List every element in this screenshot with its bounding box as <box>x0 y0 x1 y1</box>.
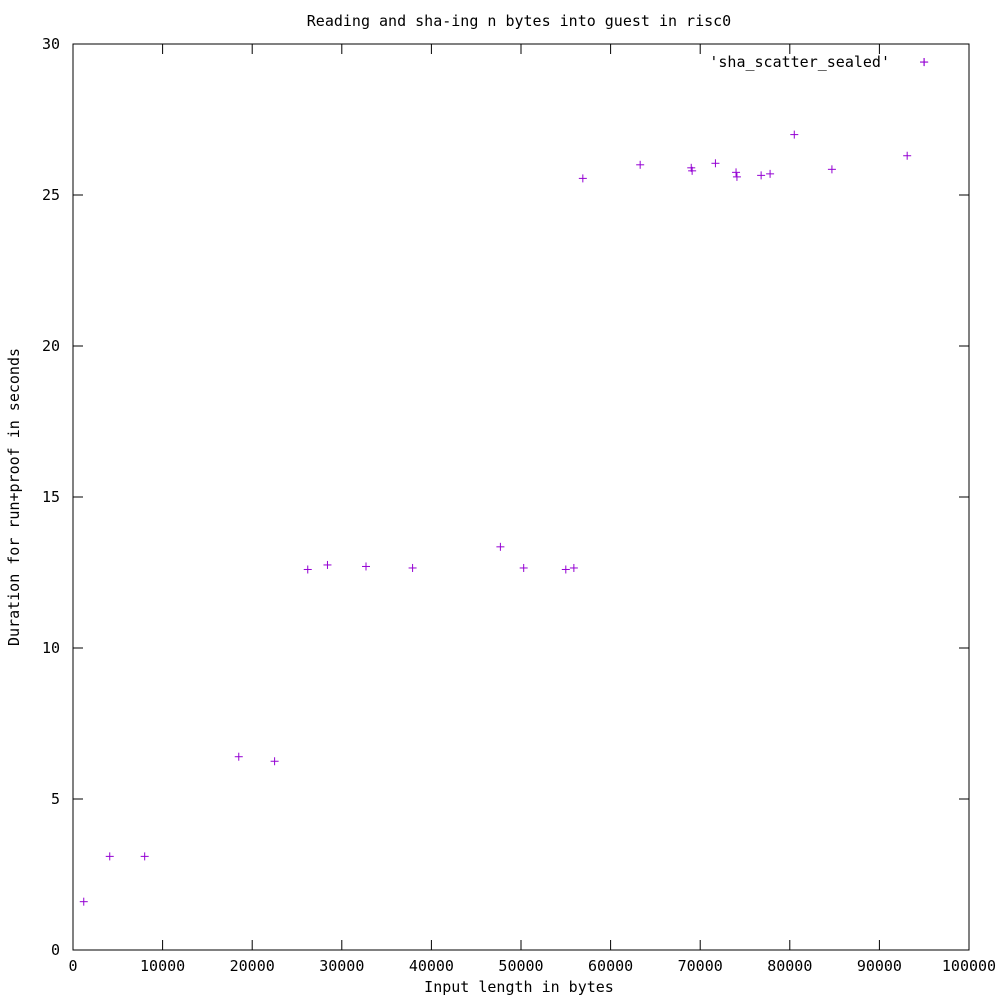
data-point <box>105 852 114 861</box>
data-point <box>79 897 88 906</box>
plot-frame <box>72 43 970 951</box>
y-tick-label: 20 <box>42 337 60 355</box>
x-tick-label: 60000 <box>588 957 633 975</box>
y-tick-label: 10 <box>42 639 60 657</box>
data-point <box>920 58 929 67</box>
y-tick-label: 25 <box>42 186 60 204</box>
x-tick-label: 90000 <box>857 957 902 975</box>
data-point <box>234 752 243 761</box>
x-axis-label: Input length in bytes <box>424 978 614 996</box>
x-tick-label: 80000 <box>767 957 812 975</box>
data-point <box>519 563 528 572</box>
data-point <box>569 563 578 572</box>
data-point <box>303 565 312 574</box>
data-point <box>496 542 505 551</box>
y-axis-label: Duration for run+proof in seconds <box>5 348 23 646</box>
legend: 'sha_scatter_sealed' <box>709 53 928 71</box>
data-point <box>636 160 645 169</box>
y-tick-label: 30 <box>42 35 60 53</box>
data-point <box>903 151 912 160</box>
data-point <box>711 159 720 168</box>
data-point <box>827 165 836 174</box>
x-tick-label: 30000 <box>319 957 364 975</box>
data-point <box>766 169 775 178</box>
legend-series-label: 'sha_scatter_sealed' <box>709 53 890 71</box>
data-point <box>757 171 766 180</box>
x-tick-label: 0 <box>68 957 77 975</box>
x-tick-label: 70000 <box>678 957 723 975</box>
data-point <box>323 560 332 569</box>
y-axis-ticks: 0 5 10 15 20 25 30 <box>42 35 969 959</box>
y-tick-label: 5 <box>51 790 60 808</box>
data-point <box>732 168 741 177</box>
y-tick-label: 15 <box>42 488 60 506</box>
data-point <box>270 757 279 766</box>
data-point <box>790 130 799 139</box>
x-tick-label: 50000 <box>498 957 543 975</box>
y-tick-label: 0 <box>51 941 60 959</box>
data-point <box>140 852 149 861</box>
x-tick-label: 10000 <box>140 957 185 975</box>
data-point <box>408 563 417 572</box>
x-tick-label: 40000 <box>409 957 454 975</box>
x-tick-label: 20000 <box>230 957 275 975</box>
data-point <box>578 174 587 183</box>
x-axis-ticks: 0 10000 20000 30000 40000 50000 60000 70000 8000… <box>68 44 996 975</box>
data-point <box>561 565 570 574</box>
data-point <box>361 562 370 571</box>
data-point <box>732 172 741 181</box>
data-point <box>688 166 697 175</box>
x-tick-label: 100000 <box>942 957 996 975</box>
chart-title: Reading and sha-ing n bytes into guest i… <box>307 12 731 30</box>
data-points <box>79 58 929 906</box>
